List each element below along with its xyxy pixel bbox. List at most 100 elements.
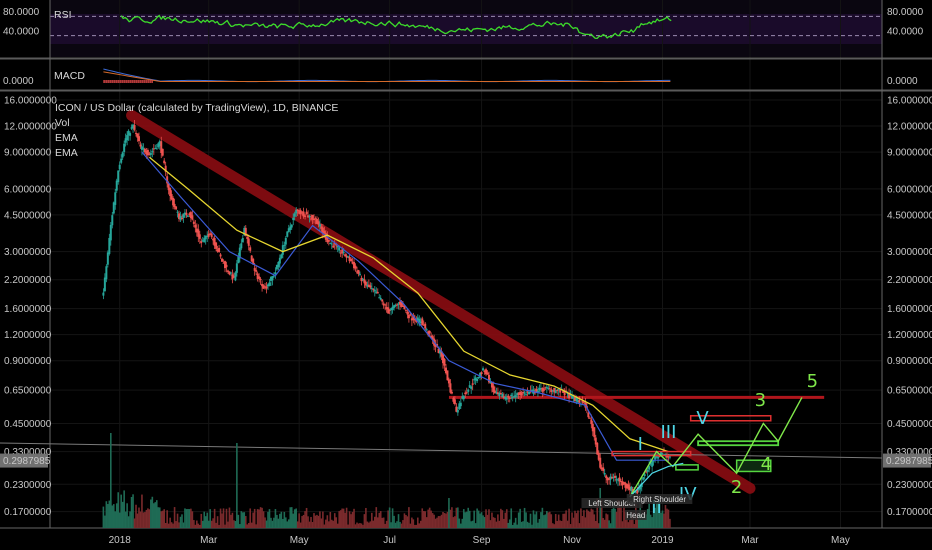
macd-hist-bar [123, 80, 125, 83]
candle-body [127, 130, 130, 136]
volume-bar [216, 516, 219, 528]
volume-bar [280, 511, 283, 528]
volume-bar [661, 510, 664, 528]
macd-hist-bar [141, 80, 143, 83]
volume-bar [411, 517, 413, 528]
candle-body [458, 403, 461, 409]
volume-bar [378, 512, 381, 528]
candle-body [628, 486, 631, 491]
volume-bar [382, 517, 385, 528]
volume-bar [376, 517, 379, 528]
volume-bar [179, 516, 182, 528]
candle-body [189, 212, 192, 219]
volume-bar [511, 524, 514, 528]
candle-body [367, 284, 370, 287]
candle-body [185, 212, 188, 216]
candle-body [550, 389, 553, 393]
volume-bar [296, 521, 299, 528]
volume-bar [154, 502, 157, 528]
candle-body [572, 397, 575, 399]
volume-bar [565, 510, 567, 528]
wave-label-arabic: 5 [807, 371, 818, 392]
candle-body [473, 379, 476, 381]
candle-body [145, 151, 148, 155]
volume-bar [332, 520, 335, 528]
volume-bar [333, 513, 336, 528]
volume-bar [184, 508, 186, 528]
candle-body [513, 396, 516, 398]
candle-body [232, 276, 235, 278]
candle-body [563, 390, 566, 396]
candle-body [358, 273, 361, 275]
volume-bar [307, 516, 309, 528]
volume-bar [637, 515, 640, 528]
candle-body [305, 211, 308, 215]
candle-body [301, 211, 304, 213]
candle-body [338, 247, 341, 251]
volume-bar [528, 522, 530, 528]
candle-body [485, 369, 488, 375]
volume-bar [187, 508, 189, 528]
wave-label-arabic: 3 [755, 390, 766, 411]
candle-body [157, 143, 160, 148]
candle-body [376, 291, 379, 294]
volume-bar [560, 520, 563, 528]
macd-hist-bar [131, 80, 133, 83]
price-tick-right: 3.0000000 [887, 247, 932, 258]
candle-body [163, 160, 166, 164]
volume-bar [282, 518, 284, 528]
candle-body [179, 216, 182, 220]
candle-body [235, 263, 238, 273]
volume-bar [317, 515, 320, 528]
volume-bar [581, 515, 584, 528]
volume-bar [170, 522, 173, 528]
volume-bar [455, 507, 458, 528]
volume-bar [483, 517, 486, 528]
candle-body [390, 308, 393, 311]
candle-body [330, 243, 333, 245]
candle-body [634, 492, 637, 494]
candle-body [449, 383, 452, 393]
volume-bar [584, 517, 587, 528]
candle-body [393, 305, 396, 308]
volume-bar [571, 512, 573, 528]
candle-body [600, 467, 603, 470]
legend-ema-2: EMA [55, 147, 78, 159]
candle-body [252, 258, 255, 265]
volume-bar [381, 517, 384, 528]
volume-bar [241, 512, 244, 528]
candle-body [336, 246, 339, 248]
candle-body [582, 401, 585, 403]
price-tick-right: 4.5000000 [887, 210, 932, 221]
macd-hist-bar [105, 80, 107, 83]
candle-body [514, 395, 517, 398]
candle-body [102, 292, 105, 296]
macd-tick-left: 0.0000 [3, 76, 34, 87]
candle-body [237, 255, 240, 264]
candle-body [369, 285, 372, 288]
candle-body [520, 392, 523, 396]
volume-bar [127, 516, 130, 528]
candle-body [407, 314, 410, 319]
volume-bar [540, 512, 542, 528]
candle-body [304, 215, 307, 217]
volume-bar [535, 511, 538, 528]
volume-bar [655, 501, 658, 528]
candle-body [155, 148, 158, 150]
candle-body [427, 331, 430, 336]
volume-bar [608, 520, 610, 528]
candle-body [462, 396, 465, 400]
volume-bar [191, 511, 194, 528]
volume-bar [172, 523, 174, 528]
pattern-label: Left Shoulder [588, 499, 636, 508]
price-tick-left: 3.0000000 [4, 247, 52, 258]
candle-body [413, 318, 416, 321]
candle-body [222, 262, 225, 264]
wave-label-roman: I [638, 434, 643, 455]
candle-body [665, 455, 668, 458]
volume-bar [161, 510, 164, 528]
volume-bar [234, 520, 237, 528]
candle-body [210, 233, 213, 237]
volume-bar [133, 518, 136, 528]
